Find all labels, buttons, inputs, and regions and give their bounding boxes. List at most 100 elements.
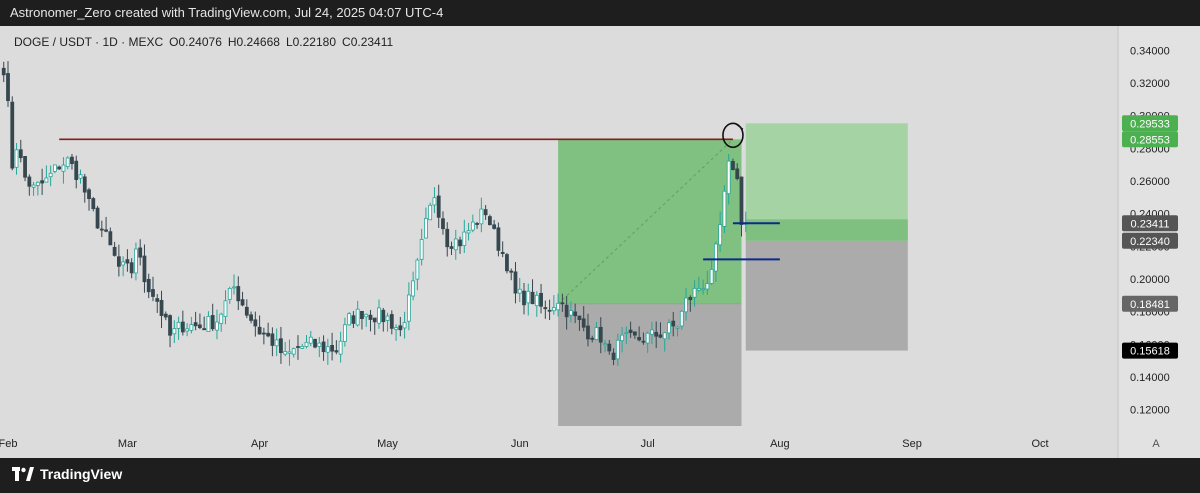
candle-up	[428, 204, 433, 221]
candle-down	[244, 306, 249, 316]
candle-up	[300, 346, 305, 349]
candle-down	[658, 334, 663, 338]
candle-up	[650, 329, 654, 335]
price-chart[interactable]: 0.340000.320000.300000.280000.260000.240…	[0, 26, 1200, 458]
candle-down	[142, 255, 147, 283]
candle-up	[402, 322, 407, 329]
candle-down	[279, 338, 283, 354]
chart-caption: Astronomer_Zero created with TradingView…	[10, 5, 444, 20]
candle-up	[517, 288, 522, 294]
candle-down	[91, 198, 96, 210]
candle-down	[163, 313, 168, 318]
candle-down	[95, 207, 100, 229]
candle-down	[104, 229, 108, 232]
candle-down	[138, 247, 143, 258]
candle-up	[415, 259, 420, 280]
legend-high: 0.24668	[237, 35, 281, 49]
candle-up	[206, 316, 211, 332]
candle-down	[1, 67, 6, 76]
candle-down	[202, 328, 207, 331]
candle-down	[10, 101, 15, 169]
candle-up	[172, 328, 177, 335]
candle-down	[74, 160, 79, 180]
candle-down	[611, 352, 616, 360]
candle-down	[159, 299, 164, 316]
legend-high-label: H	[228, 35, 237, 49]
candle-down	[641, 340, 646, 343]
candle-down	[389, 314, 394, 329]
candle-up	[61, 164, 66, 172]
candle-up	[274, 339, 279, 347]
price-tick-label: 0.14000	[1130, 372, 1170, 384]
candle-down	[739, 176, 744, 225]
candle-down	[500, 251, 505, 254]
candle-up	[556, 302, 561, 311]
candle-up	[432, 197, 437, 206]
candle-down	[445, 228, 450, 248]
price-tick-label: 0.34000	[1130, 45, 1170, 57]
candle-down	[735, 168, 740, 180]
time-tick-label: Apr	[251, 438, 268, 450]
time-tick-label: Feb	[0, 438, 17, 450]
legend-close-label: C	[342, 35, 351, 49]
hand-drawn-circle-tail	[734, 122, 744, 130]
candle-up	[603, 343, 607, 346]
time-tick-label: Mar	[118, 438, 137, 450]
candle-up	[219, 313, 224, 325]
candle-down	[560, 302, 565, 305]
time-tick-label: Jun	[511, 438, 529, 450]
candle-up	[35, 181, 40, 186]
candle-down	[210, 315, 215, 330]
time-tick-label: May	[377, 438, 398, 450]
candle-down	[487, 216, 492, 226]
hand-drawn-circle	[722, 122, 744, 149]
candle-up	[726, 160, 731, 195]
candle-up	[718, 224, 723, 246]
candle-down	[27, 176, 32, 187]
candle-up	[594, 327, 599, 340]
candle-up	[645, 332, 650, 344]
tradingview-logo[interactable]: TradingView	[12, 466, 122, 482]
candle-down	[253, 319, 258, 327]
trend-dash-line	[557, 138, 734, 305]
candle-up	[287, 351, 292, 354]
candle-down	[449, 246, 454, 249]
candle-up	[624, 332, 629, 334]
candle-down	[573, 311, 578, 317]
candle-up	[701, 288, 705, 291]
candle-down	[458, 239, 462, 247]
price-badge-label: 0.29533	[1130, 118, 1170, 130]
candle-up	[53, 164, 57, 172]
stop-zone	[558, 303, 742, 426]
candle-up	[338, 340, 343, 355]
candle-up	[692, 287, 697, 298]
candle-up	[134, 248, 138, 274]
candle-up	[722, 190, 727, 227]
candle-down	[180, 321, 185, 333]
candle-up	[355, 308, 360, 326]
candle-down	[581, 318, 586, 328]
price-badge	[1122, 342, 1178, 359]
candle-down	[330, 344, 334, 352]
candle-up	[317, 342, 322, 347]
candle-down	[360, 310, 364, 319]
candle-down	[586, 325, 590, 340]
candle-up	[569, 310, 573, 316]
chart-frame[interactable]: 0.340000.320000.300000.280000.260000.240…	[0, 26, 1200, 458]
auto-scale-button[interactable]: A	[1152, 438, 1160, 450]
candle-up	[65, 157, 70, 167]
candle-down	[198, 324, 202, 329]
candle-down	[151, 289, 155, 297]
candle-up	[189, 324, 194, 331]
candle-up	[377, 307, 381, 324]
price-badge	[1122, 232, 1178, 249]
legend: DOGE / USDT · 1D · MEXC O0.24076 H0.24668 L…	[14, 35, 394, 49]
candle-up	[223, 300, 228, 317]
candle-up	[78, 174, 83, 179]
price-badge	[1122, 215, 1178, 232]
candle-down	[87, 189, 91, 200]
candle-down	[522, 290, 526, 306]
candle-up	[709, 269, 714, 284]
candle-up	[304, 341, 309, 347]
candle-down	[99, 228, 104, 231]
